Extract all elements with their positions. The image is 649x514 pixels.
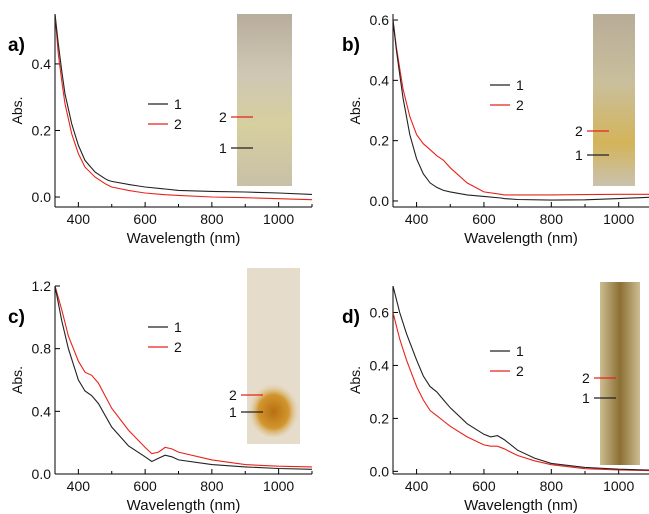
- series-line-2: [393, 312, 649, 472]
- vial-photo: 21: [582, 282, 640, 465]
- x-tick-label: 1000: [263, 478, 294, 494]
- legend-label-2: 2: [174, 339, 182, 355]
- x-tick-label: 600: [472, 211, 496, 227]
- series-line-1: [393, 19, 649, 201]
- x-tick-label: 400: [405, 211, 429, 227]
- x-tick-label: 400: [405, 478, 429, 494]
- legend-label-2: 2: [174, 116, 182, 132]
- legend-label-1: 1: [516, 77, 524, 93]
- vial-image: [600, 282, 640, 465]
- y-axis-title: Abs.: [347, 366, 363, 394]
- vial-label: 1: [219, 140, 227, 156]
- series-line-2: [55, 285, 312, 468]
- legend-label-2: 2: [516, 97, 524, 113]
- legend-label-1: 1: [516, 343, 524, 359]
- y-tick-label: 0.2: [370, 410, 390, 426]
- y-axis-title: Abs.: [347, 96, 363, 124]
- x-tick-label: 800: [200, 478, 224, 494]
- vial-label: 2: [582, 370, 590, 386]
- x-tick-label: 800: [200, 211, 224, 227]
- vial-label: 1: [582, 390, 590, 406]
- vial-photo: 21: [229, 268, 300, 444]
- y-axis-title: Abs.: [9, 366, 25, 394]
- x-axis-title: Wavelength (nm): [127, 230, 241, 247]
- y-tick-label: 0.0: [32, 189, 52, 205]
- y-tick-label: 0.2: [370, 133, 390, 149]
- x-tick-label: 600: [133, 478, 157, 494]
- y-tick-label: 1.2: [32, 278, 52, 294]
- x-tick-label: 400: [67, 478, 91, 494]
- legend-label-1: 1: [174, 319, 182, 335]
- vial-label: 1: [229, 404, 237, 420]
- panel-label: d): [342, 307, 360, 328]
- y-axis-title: Abs.: [9, 96, 25, 124]
- x-tick-label: 1000: [603, 478, 634, 494]
- legend-label-1: 1: [174, 96, 182, 112]
- vial-label: 2: [575, 123, 583, 139]
- x-tick-label: 1000: [603, 211, 634, 227]
- y-tick-label: 0.4: [32, 403, 52, 419]
- panel-label: b): [342, 35, 360, 56]
- vial-photo: 21: [219, 14, 292, 186]
- x-axis-title: Wavelength (nm): [464, 497, 578, 514]
- y-tick-label: 0.2: [32, 122, 52, 138]
- series-line-1: [393, 285, 649, 471]
- panel-label: c): [8, 307, 25, 328]
- y-tick-label: 0.0: [32, 466, 52, 482]
- y-tick-label: 0.0: [370, 463, 390, 479]
- x-tick-label: 800: [540, 211, 564, 227]
- series-line-2: [393, 19, 649, 196]
- y-tick-label: 0.0: [370, 193, 390, 209]
- x-axis-title: Wavelength (nm): [127, 497, 241, 514]
- x-tick-label: 600: [472, 478, 496, 494]
- y-tick-label: 0.6: [370, 12, 390, 28]
- panel-label: a): [8, 35, 25, 56]
- vial-label: 1: [575, 147, 583, 163]
- x-tick-label: 1000: [263, 211, 294, 227]
- y-tick-label: 0.8: [32, 341, 52, 357]
- x-tick-label: 400: [67, 211, 91, 227]
- x-axis-title: Wavelength (nm): [464, 230, 578, 247]
- y-tick-label: 0.6: [370, 304, 390, 320]
- y-tick-label: 0.4: [370, 357, 390, 373]
- vial-photo: 21: [575, 14, 635, 186]
- vial-image: [237, 14, 292, 186]
- legend-label-2: 2: [516, 363, 524, 379]
- vial-label: 2: [219, 109, 227, 125]
- vial-stain: [248, 380, 299, 437]
- vial-image: [593, 14, 635, 186]
- series-line-2: [55, 13, 312, 201]
- series-line-1: [55, 13, 312, 195]
- y-tick-label: 0.4: [370, 72, 390, 88]
- y-tick-label: 0.4: [32, 56, 52, 72]
- x-tick-label: 800: [540, 478, 564, 494]
- vial-label: 2: [229, 387, 237, 403]
- series-line-1: [55, 285, 312, 470]
- x-tick-label: 600: [133, 211, 157, 227]
